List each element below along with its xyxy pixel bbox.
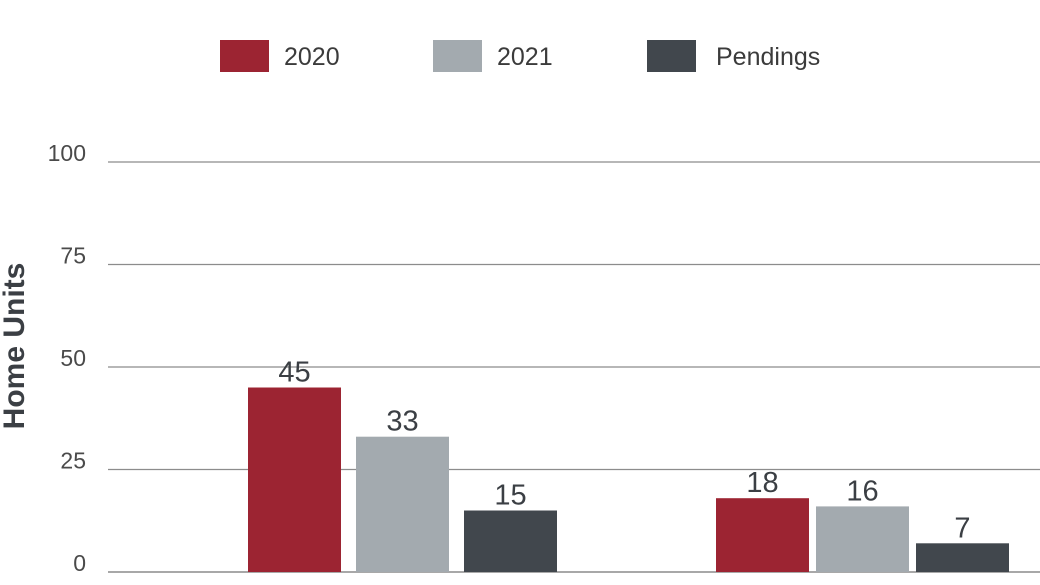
bar-2020-group-2	[716, 498, 809, 572]
data-label-pendings-group-2: 7	[954, 512, 970, 544]
y-tick-label: 0	[73, 550, 86, 576]
legend-swatch-pendings	[647, 40, 696, 72]
data-label-2020-group-2: 18	[746, 467, 778, 499]
data-labels: 45 18 33 16 15 7	[278, 357, 970, 545]
y-tick-label: 25	[60, 448, 86, 474]
legend: 2020 2021 Pendings	[220, 40, 820, 72]
bar-2020-group-1	[248, 387, 341, 572]
bar-pendings-group-1	[464, 510, 557, 572]
data-label-2021-group-1: 33	[386, 406, 418, 438]
y-tick-label: 75	[60, 243, 86, 269]
y-axis-ticks: 0 25 50 75 100	[48, 140, 86, 576]
bar-pendings-group-2	[916, 543, 1009, 572]
data-label-2020-group-1: 45	[278, 357, 310, 389]
bar-2021-group-1	[356, 436, 449, 572]
legend-swatch-2020	[220, 40, 269, 72]
data-label-pendings-group-1: 15	[494, 480, 526, 512]
legend-label-2021: 2021	[497, 43, 553, 71]
y-tick-label: 100	[48, 140, 86, 166]
y-axis-title: Home Units	[0, 263, 31, 430]
legend-label-2020: 2020	[284, 43, 340, 71]
legend-swatch-2021	[433, 40, 482, 72]
y-tick-label: 50	[60, 345, 86, 371]
bar-2021-group-2	[816, 506, 909, 572]
legend-label-pendings: Pendings	[716, 43, 820, 71]
bars	[248, 387, 1009, 572]
data-label-2021-group-2: 16	[846, 475, 878, 507]
